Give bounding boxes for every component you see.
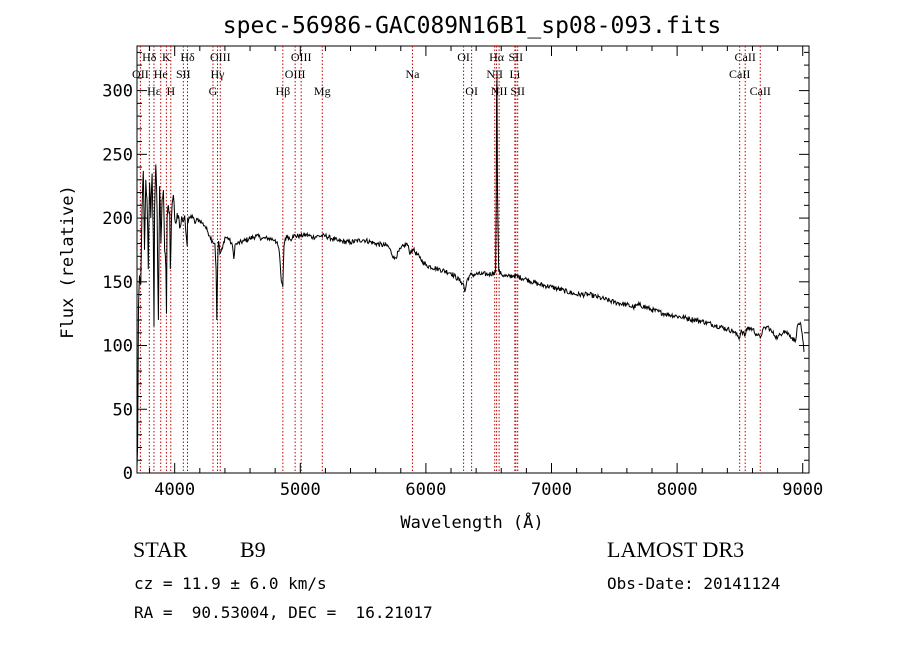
y-tick-label: 150 [102, 273, 133, 293]
emission-line-label: Li [509, 67, 520, 81]
y-tick-label: 300 [102, 82, 133, 102]
emission-line-label: Hδ [142, 50, 157, 64]
y-tick-label: 0 [123, 464, 133, 484]
spectral-subclass: B9 [240, 537, 266, 562]
y-tick-label: 50 [113, 400, 133, 420]
x-tick-label: 5000 [280, 480, 321, 500]
emission-line-label: G [209, 84, 218, 98]
x-tick-label: 8000 [657, 480, 698, 500]
emission-line-label: CaII [729, 67, 750, 81]
emission-line-label: Hγ [211, 67, 226, 81]
x-tick-label: 7000 [531, 480, 572, 500]
emission-line-label: OIII [285, 67, 306, 81]
emission-line-label: Hε [147, 84, 161, 98]
plot-frame [136, 45, 810, 474]
emission-line-label: NII [491, 84, 508, 98]
emission-line-label: NII [486, 67, 503, 81]
y-axis: 0 50 100 150 200 250 300 [102, 51, 809, 484]
emission-line-label: Hδ [180, 50, 195, 64]
emission-line-label: OIII [291, 50, 312, 64]
emission-line-label: Hα [489, 50, 505, 64]
coordinates-readout: RA = 90.53004, DEC = 16.21017 [134, 603, 433, 622]
y-tick-label: 100 [102, 337, 133, 357]
obs-date-readout: Obs-Date: 20141124 [607, 574, 781, 593]
emission-line-label: OIII [210, 50, 231, 64]
emission-line-label: OI [457, 50, 470, 64]
emission-line-label: SII [176, 67, 191, 81]
object-class: STAR [133, 537, 188, 562]
x-axis: 4000 5000 6000 7000 8000 9000 [149, 46, 823, 500]
y-axis-label: Flux (relative) [58, 185, 78, 339]
spectrum-series-line [136, 77, 805, 467]
redshift-readout: cz = 11.9 ± 6.0 km/s [134, 574, 327, 593]
y-tick-label: 250 [102, 145, 133, 165]
chart-title: spec-56986-GAC089N16B1_sp08-093.fits [223, 13, 722, 39]
emission-line-label: Na [405, 67, 420, 81]
emission-line-label: Mg [314, 84, 331, 98]
x-tick-label: 6000 [405, 480, 446, 500]
emission-line-label: OI [465, 84, 478, 98]
y-tick-label: 200 [102, 209, 133, 229]
emission-line-label: CaII [735, 50, 756, 64]
emission-line-label: OII [132, 67, 149, 81]
emission-line-label: CaII [750, 84, 771, 98]
survey-name: LAMOST DR3 [607, 537, 745, 562]
emission-line-label: SII [508, 50, 523, 64]
x-tick-label: 4000 [154, 480, 195, 500]
x-tick-label: 9000 [782, 480, 823, 500]
emission-line-label: K [162, 50, 171, 64]
emission-line-label: He [154, 67, 168, 81]
emission-line-markers [139, 46, 761, 473]
emission-line-label: SII [510, 84, 525, 98]
emission-line-label: Hβ [275, 84, 290, 98]
emission-line-label: H [166, 84, 175, 98]
x-axis-label: Wavelength (Å) [400, 511, 543, 533]
